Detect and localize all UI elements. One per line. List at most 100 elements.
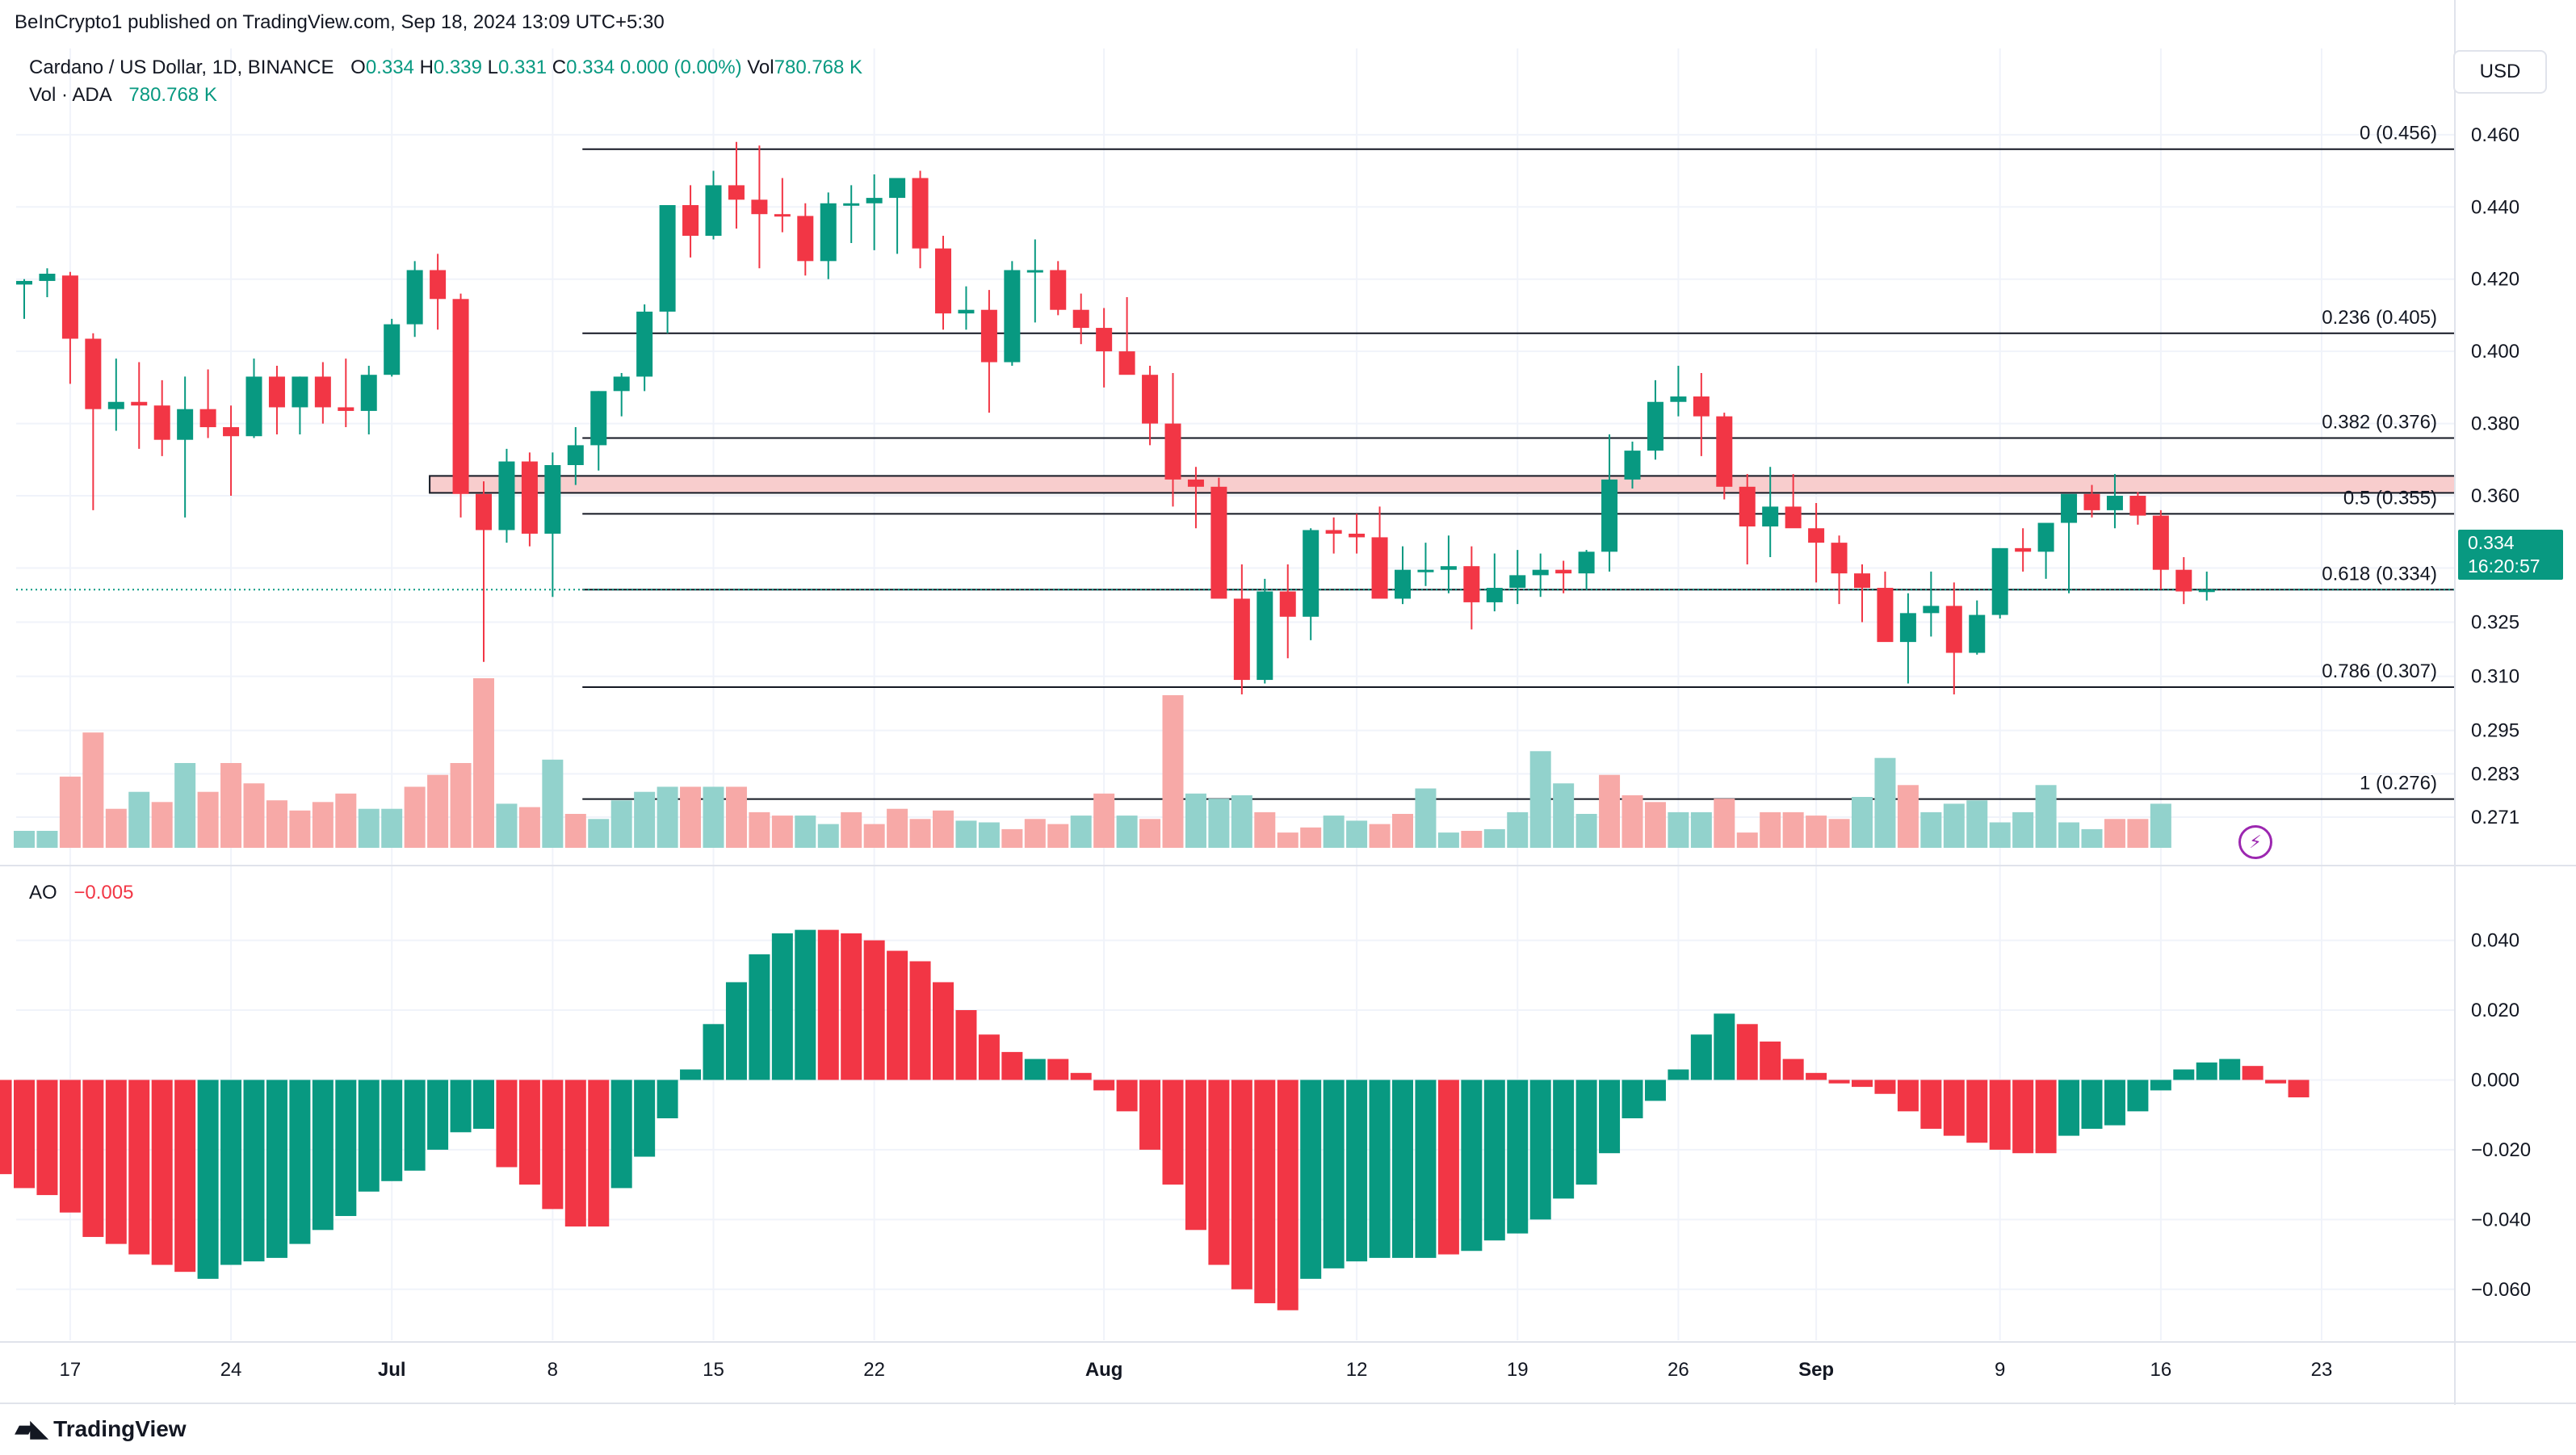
fib-level-label: 0.786 (0.307)	[2322, 660, 2437, 682]
candle-body	[544, 464, 561, 534]
ao-bar	[1162, 1080, 1184, 1185]
time-tick-label: 12	[1346, 1359, 1368, 1381]
volume-bar	[1346, 820, 1368, 848]
volume-bar	[564, 814, 586, 848]
candle-body	[85, 338, 102, 409]
currency-button[interactable]: USD	[2453, 50, 2547, 94]
ao-bar	[518, 1080, 540, 1185]
candle-body	[1050, 270, 1067, 310]
ao-bar	[610, 1080, 632, 1189]
ao-bar	[266, 1080, 287, 1258]
volume-bar	[220, 763, 242, 848]
ao-bar	[1231, 1080, 1252, 1289]
volume-bar	[404, 786, 426, 848]
ao-bar	[1943, 1080, 1965, 1136]
candle-body	[1303, 530, 1319, 617]
candle-body	[199, 409, 216, 428]
volume-bar	[634, 791, 656, 848]
price-tick-label: 0.440	[2471, 196, 2519, 218]
candle-body	[567, 445, 584, 465]
ao-bar	[1668, 1069, 1689, 1080]
ao-bar	[1690, 1034, 1712, 1080]
candle-body	[1854, 573, 1870, 589]
volume-bar	[1277, 832, 1298, 848]
volume-bar	[1437, 832, 1459, 848]
ao-bar	[634, 1080, 656, 1157]
candle-body	[1991, 547, 2008, 615]
candle-body	[1371, 537, 1388, 599]
volume-bar	[1323, 816, 1345, 848]
volume-bar	[725, 786, 747, 848]
candle-body	[2198, 589, 2215, 593]
ao-bar	[1437, 1080, 1459, 1255]
ao-bar	[2081, 1080, 2103, 1129]
ao-bar	[1369, 1080, 1391, 1258]
ao-bar	[1599, 1080, 1621, 1154]
ao-bar	[197, 1080, 219, 1279]
candle-body	[521, 461, 538, 534]
volume-bar	[1185, 793, 1206, 848]
candle-body	[590, 391, 607, 446]
candle-body	[223, 427, 240, 437]
ao-bar	[817, 929, 839, 1080]
volume-bar	[1622, 795, 1643, 848]
candle-body	[338, 407, 355, 411]
volume-bar	[1529, 751, 1551, 848]
ao-bar	[1116, 1080, 1138, 1112]
price-tick-label: 0.271	[2471, 807, 2519, 828]
volume-bar	[680, 786, 702, 848]
fibonacci-retracement[interactable]: 0 (0.456) 0.236 (0.405) 0.382 (0.376) 0.5 (…	[16, 123, 2455, 800]
ao-bar	[1415, 1080, 1437, 1258]
candlesticks	[16, 141, 2215, 694]
ao-bar	[2242, 1066, 2263, 1080]
ao-bar	[795, 929, 816, 1080]
candle-body	[889, 178, 906, 199]
candle-body	[1164, 423, 1181, 480]
lightning-icon[interactable]: ⚡	[2238, 825, 2272, 859]
volume-bar	[955, 820, 977, 848]
volume-bar	[1599, 774, 1621, 848]
candle-body	[705, 185, 722, 237]
candle-body	[452, 299, 469, 494]
symbol-legend[interactable]: Cardano / US Dollar, 1D, BINANCE O0.334 …	[29, 57, 863, 78]
candle-body	[430, 270, 447, 300]
ao-bar	[404, 1080, 426, 1171]
ao-bar	[2173, 1069, 2195, 1080]
time-tick-label: Jul	[378, 1359, 406, 1381]
volume-bar	[863, 824, 885, 848]
ao-tick-label: 0.000	[2471, 1069, 2519, 1091]
volume-legend[interactable]: Vol · ADA 780.768 K	[29, 84, 217, 106]
ao-bar	[771, 933, 793, 1080]
volume-bar	[151, 802, 173, 848]
candle-body	[728, 185, 745, 200]
volume-bar	[1369, 824, 1391, 848]
volume-bar	[1208, 799, 1230, 848]
ao-bar	[473, 1080, 494, 1129]
candle-body	[935, 248, 951, 314]
ao-bar	[496, 1080, 518, 1168]
candle-body	[1693, 396, 1710, 417]
ao-bar	[1529, 1080, 1551, 1220]
ao-bar	[657, 1080, 678, 1118]
price-tick-label: 0.380	[2471, 413, 2519, 435]
candle-body	[360, 375, 377, 411]
ao-bar	[1966, 1080, 1988, 1143]
volume-bar	[1415, 788, 1437, 848]
candle-body	[636, 311, 653, 377]
price-tick-label: 0.460	[2471, 124, 2519, 146]
candle-body	[1142, 375, 1159, 424]
ao-legend[interactable]: AO −0.005	[29, 882, 134, 904]
ao-bar	[1346, 1080, 1368, 1262]
ao-bar	[1392, 1080, 1413, 1258]
tradingview-logo[interactable]: ▰◣ TradingView	[15, 1415, 187, 1442]
candle-body	[384, 324, 401, 375]
ao-bar	[1024, 1059, 1046, 1080]
resistance-zone-box	[429, 475, 2456, 494]
current-price-tag: 0.334 16:20:57	[2458, 530, 2563, 580]
volume-bar	[1736, 832, 1758, 848]
ao-bar	[381, 1080, 403, 1181]
ao-bar	[978, 1034, 1000, 1080]
volume-bar	[381, 808, 403, 848]
candle-body	[61, 275, 78, 339]
